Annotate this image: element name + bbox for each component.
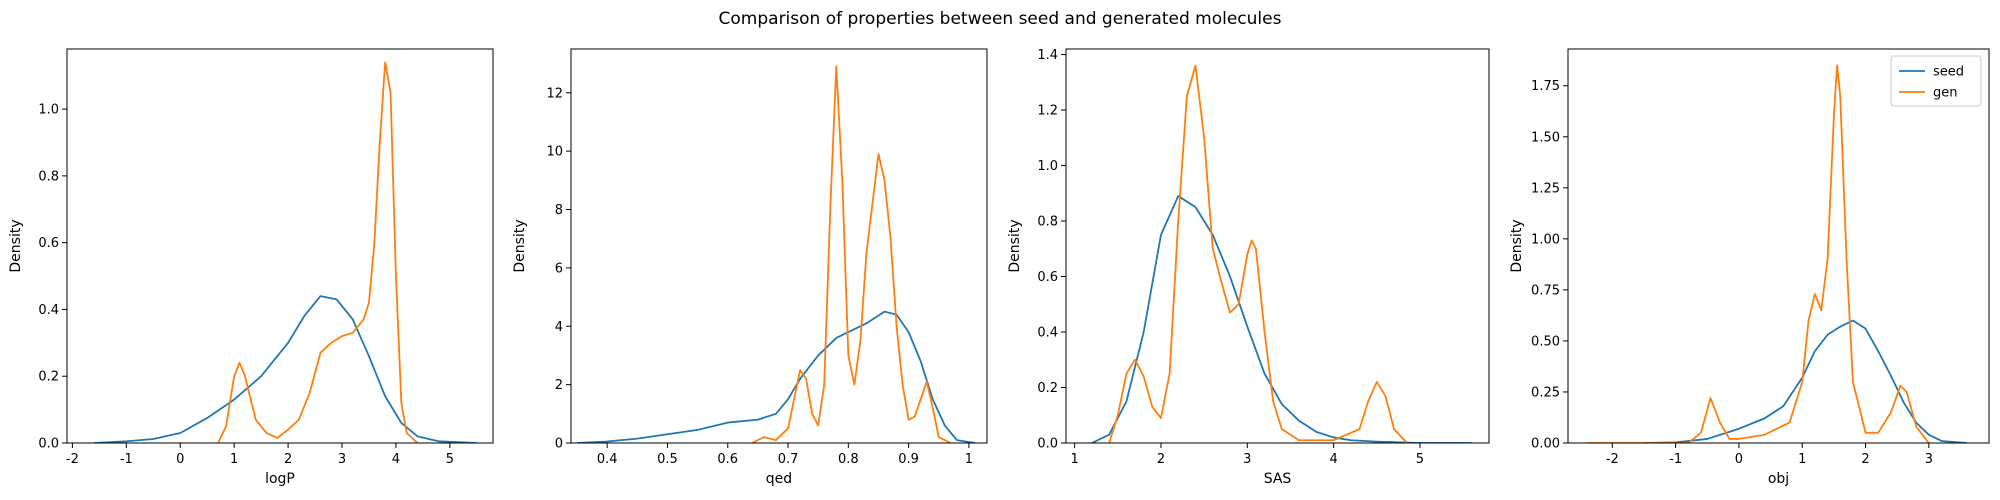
y-tick-label: 1.2 (1037, 104, 1058, 119)
y-axis-label: Density (1007, 219, 1023, 272)
x-tick-label: 0.5 (657, 452, 678, 467)
x-tick-label: 2 (1157, 452, 1165, 467)
panels: -2 -1 0 1 2 3 4 50.00.20.40.60.81.0logPDensity0… (8, 48, 1990, 487)
y-tick-label: 1.25 (1531, 181, 1560, 196)
x-tick-label: 1 (965, 452, 973, 467)
series-line-gen (217, 61, 419, 443)
y-axis-label: Density (512, 219, 528, 272)
x-axis-label: SAS (1264, 471, 1292, 487)
y-tick-label: 8 (555, 203, 563, 218)
y-tick-label: 1.50 (1531, 130, 1560, 145)
x-tick-label: -2 (1606, 452, 1619, 467)
x-tick-label: 0.8 (838, 452, 859, 467)
y-axis-label: Density (8, 219, 24, 272)
panel-logp: -2 -1 0 1 2 3 4 5 0.0 0.2 0.4 0.6 0.8 1.0 logP Density (8, 48, 494, 487)
legend: seed gen (1890, 55, 1982, 107)
y-tick-label: 1.00 (1531, 232, 1560, 247)
y-tick-label: 0.4 (1037, 326, 1058, 341)
series-line-gen (751, 65, 952, 443)
y-tick-label: 1.0 (1037, 159, 1058, 174)
series-line-seed (1643, 319, 1967, 443)
legend-label-gen: gen (1933, 86, 1958, 101)
x-tick-label: 1 (1798, 452, 1806, 467)
y-tick-label: 2 (555, 378, 563, 393)
y-tick-label: 4 (555, 320, 563, 335)
legend-label-seed: seed (1933, 65, 1964, 80)
y-tick-label: 0.25 (1531, 385, 1560, 400)
x-tick-label: 1 (1070, 452, 1078, 467)
legend-box (1890, 55, 1982, 107)
y-tick-label: 0.75 (1531, 283, 1560, 298)
x-tick-label: -1 (1669, 452, 1682, 467)
x-tick-label: 1 (230, 452, 238, 467)
y-tick-label: 0 (555, 437, 563, 452)
axes-frame (66, 48, 494, 444)
series-line-seed (93, 295, 477, 443)
x-tick-label: 3 (338, 452, 346, 467)
y-tick-label: 0.00 (1531, 437, 1560, 452)
x-axis-label: qed (766, 471, 792, 487)
x-tick-label: 0.7 (778, 452, 799, 467)
x-axis-label: logP (265, 471, 295, 487)
series-line-gen (1108, 64, 1408, 443)
x-tick-label: 2 (1861, 452, 1869, 467)
figure-title: Comparison of properties between seed an… (719, 9, 1282, 29)
y-tick-label: 0.4 (38, 303, 59, 318)
y-tick-label: 0.8 (38, 169, 59, 184)
y-tick-label: 0.2 (1037, 381, 1058, 396)
x-tick-label: 0.4 (597, 452, 618, 467)
axes-frame (570, 48, 988, 444)
y-tick-label: 0.0 (38, 437, 59, 452)
y-axis-label: Density (1509, 219, 1525, 272)
x-tick-label: -2 (66, 452, 79, 467)
y-tick-label: 1.4 (1037, 48, 1058, 63)
y-tick-label: 10 (546, 145, 563, 160)
x-tick-label: 4 (1329, 452, 1337, 467)
x-tick-label: 0.6 (717, 452, 738, 467)
y-tick-label: 6 (555, 261, 563, 276)
x-tick-label: 3 (1243, 452, 1251, 467)
x-tick-label: 4 (392, 452, 400, 467)
y-tick-label: 0.2 (38, 370, 59, 385)
axes-frame (1065, 48, 1490, 444)
x-tick-label: 2 (284, 452, 292, 467)
axes-frame (1567, 48, 1990, 444)
x-tick-label: -1 (120, 452, 133, 467)
x-tick-label: 5 (1416, 452, 1424, 467)
y-tick-label: 1.75 (1531, 79, 1560, 94)
x-tick-label: 5 (446, 452, 454, 467)
y-tick-label: 0.50 (1531, 334, 1560, 349)
x-tick-label: 0 (176, 452, 184, 467)
y-tick-label: 0.8 (1037, 215, 1058, 230)
x-tick-label: 3 (1925, 452, 1933, 467)
panel-obj: -2 -1 0 1 2 3 0.00 0.25 0.50 0.75 1.00 1.25 1.50 1.75… (1509, 48, 1990, 487)
series-line-seed (1091, 195, 1472, 443)
y-tick-label: 12 (546, 86, 563, 101)
x-tick-label: 0 (1735, 452, 1743, 467)
x-axis-label: obj (1768, 471, 1789, 487)
y-tick-label: 0.6 (1037, 270, 1058, 285)
y-tick-label: 0.6 (38, 236, 59, 251)
x-tick-label: 0.9 (898, 452, 919, 467)
y-tick-label: 0.0 (1037, 437, 1058, 452)
series-line-seed (576, 310, 976, 443)
y-tick-label: 1.0 (38, 103, 59, 118)
series-line-gen (1586, 64, 1930, 443)
panel-sas: 1 2 3 4 5 0.0 0.2 0.4 0.6 0.8 1.0 1.2 1.4 SAS Density (1007, 48, 1490, 487)
